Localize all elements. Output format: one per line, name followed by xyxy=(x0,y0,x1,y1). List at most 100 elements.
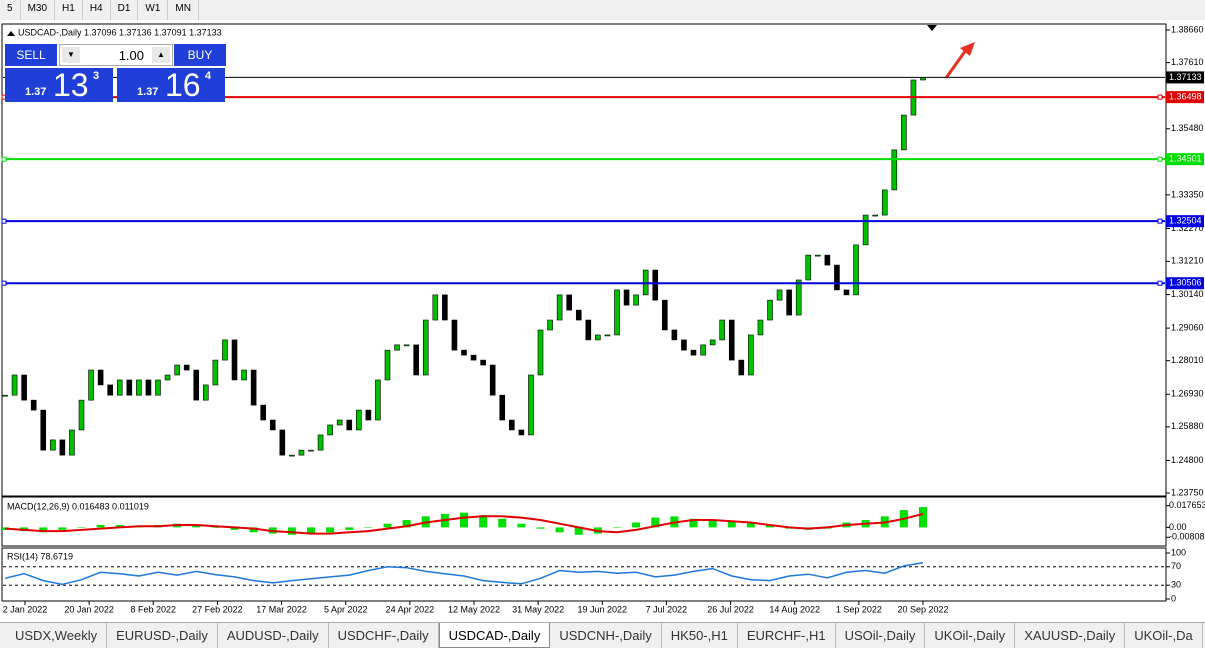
candle-body xyxy=(40,409,47,451)
candle-body xyxy=(69,429,75,456)
level-handle xyxy=(1157,218,1163,224)
candle-body xyxy=(738,359,745,376)
candle-body xyxy=(413,344,419,376)
macd-bar xyxy=(632,522,641,528)
y-tick-label: 1.23750 xyxy=(1171,487,1204,497)
price-sup: 4 xyxy=(205,70,212,82)
macd-bar xyxy=(536,527,545,529)
candle-body xyxy=(422,319,429,376)
candle-body xyxy=(719,319,725,341)
candle-body xyxy=(269,419,276,431)
macd-bar xyxy=(249,527,258,533)
level-label-box xyxy=(1166,153,1204,166)
price-prefix: 1.37 xyxy=(137,86,159,98)
candle-body xyxy=(2,394,8,397)
candle-body xyxy=(279,429,286,456)
candle-body xyxy=(365,409,372,421)
macd-bar xyxy=(708,520,717,528)
macd-signal xyxy=(4,512,924,535)
x-tick-label: 24 Apr 2022 xyxy=(386,604,435,614)
buy-price[interactable]: 1.37 16 4 xyxy=(117,67,225,103)
macd-bar xyxy=(919,507,927,528)
candle-body xyxy=(575,309,582,321)
candle-body xyxy=(700,344,706,356)
rsi-panel xyxy=(1,547,1167,602)
sell-button[interactable]: SELL xyxy=(5,44,57,66)
candle-body xyxy=(843,289,850,296)
chart-tab[interactable]: USDX,Weekly xyxy=(6,623,108,648)
candle-body xyxy=(461,349,467,356)
chart-tab[interactable]: EURCHF-,H1 xyxy=(738,623,836,648)
candle-body xyxy=(652,269,659,301)
candle-body xyxy=(901,114,907,151)
timeframe-button[interactable]: W1 xyxy=(138,0,169,20)
chart-tab[interactable]: USDCNH-,Daily xyxy=(550,623,662,648)
candle-body xyxy=(317,434,324,451)
candle-body xyxy=(11,374,18,396)
candle-body xyxy=(451,319,458,351)
y-tick-label: 1.37610 xyxy=(1171,57,1204,67)
chart-tab[interactable]: UKOil-,Daily xyxy=(925,623,1016,648)
macd-bar xyxy=(460,512,468,528)
candle-body xyxy=(805,254,812,281)
candle-body xyxy=(480,359,486,366)
candle-body xyxy=(566,294,572,311)
chart-tab[interactable]: AUDUSD-,Daily xyxy=(218,623,329,648)
candle-body xyxy=(681,339,687,351)
chart-tab[interactable]: HK50-,H1 xyxy=(662,623,738,648)
lot-down[interactable]: ▼ xyxy=(62,47,80,63)
candle-body xyxy=(709,339,716,346)
candle-body xyxy=(824,254,831,266)
macd-bar xyxy=(307,527,315,534)
candle-body xyxy=(250,369,257,406)
y-tick-label: 1.24800 xyxy=(1171,455,1204,465)
candle-body xyxy=(690,349,697,356)
level-handle xyxy=(1157,156,1163,162)
candle-body xyxy=(107,384,113,396)
chart-tab[interactable]: XAUUSD-,Daily xyxy=(1015,623,1126,648)
rsi-line xyxy=(4,562,924,586)
shift-marker xyxy=(927,25,937,31)
candle-body xyxy=(595,334,601,341)
candle-body xyxy=(116,379,123,396)
x-tick-label: 26 Jul 2022 xyxy=(707,604,754,614)
y-tick-label: -0.00808 xyxy=(1169,532,1205,542)
x-tick-label: 20 Sep 2022 xyxy=(897,604,948,614)
candle-body xyxy=(30,399,37,411)
y-tick-label: 0.017653 xyxy=(1169,500,1205,510)
candle-body xyxy=(891,149,898,191)
timeframe-button[interactable]: D1 xyxy=(111,0,139,20)
timeframe-button[interactable]: MN xyxy=(168,0,199,20)
candle-body xyxy=(834,264,840,291)
candle-body xyxy=(509,419,515,431)
chart-tab[interactable]: USDCAD-,Daily xyxy=(438,623,551,648)
candle-body xyxy=(203,384,209,401)
chart-tab[interactable]: EURUSD-,Daily xyxy=(107,623,218,648)
timeframe-button[interactable]: M30 xyxy=(21,0,56,20)
level-label: 1.37133 xyxy=(1169,72,1202,82)
lot-input[interactable]: 1.00 xyxy=(118,48,144,63)
chart-tab[interactable]: USOil-,Daily xyxy=(836,623,926,648)
chart-tab[interactable]: UKOil-,Da xyxy=(1125,623,1203,648)
rsi-title: RSI(14) 78.6719 xyxy=(7,551,73,561)
timeframe-button[interactable]: H4 xyxy=(83,0,111,20)
sell-price[interactable]: 1.37 13 3 xyxy=(5,67,113,103)
macd-bar xyxy=(727,521,736,528)
level-handle xyxy=(1,156,7,162)
candle-body xyxy=(136,379,142,396)
candle-body xyxy=(308,449,314,452)
candle-body xyxy=(853,244,859,296)
candle-body xyxy=(193,369,200,401)
candle-body xyxy=(528,374,534,436)
buy-button[interactable]: BUY xyxy=(174,44,226,66)
level-label-box xyxy=(1166,277,1204,290)
main-panel xyxy=(1,23,1167,497)
timeframe-button[interactable]: 5 xyxy=(0,0,21,20)
x-tick-label: 7 Jul 2022 xyxy=(646,604,688,614)
lot-up[interactable]: ▲ xyxy=(152,47,170,63)
chart-tabs: USDX,Weekly EURUSD-,Daily AUDUSD-,Daily USD… xyxy=(0,622,1205,648)
candle-body xyxy=(671,329,678,341)
timeframe-button[interactable]: H1 xyxy=(55,0,83,20)
chart-tab[interactable]: USDCHF-,Daily xyxy=(329,623,439,648)
price-sup: 3 xyxy=(93,70,100,82)
